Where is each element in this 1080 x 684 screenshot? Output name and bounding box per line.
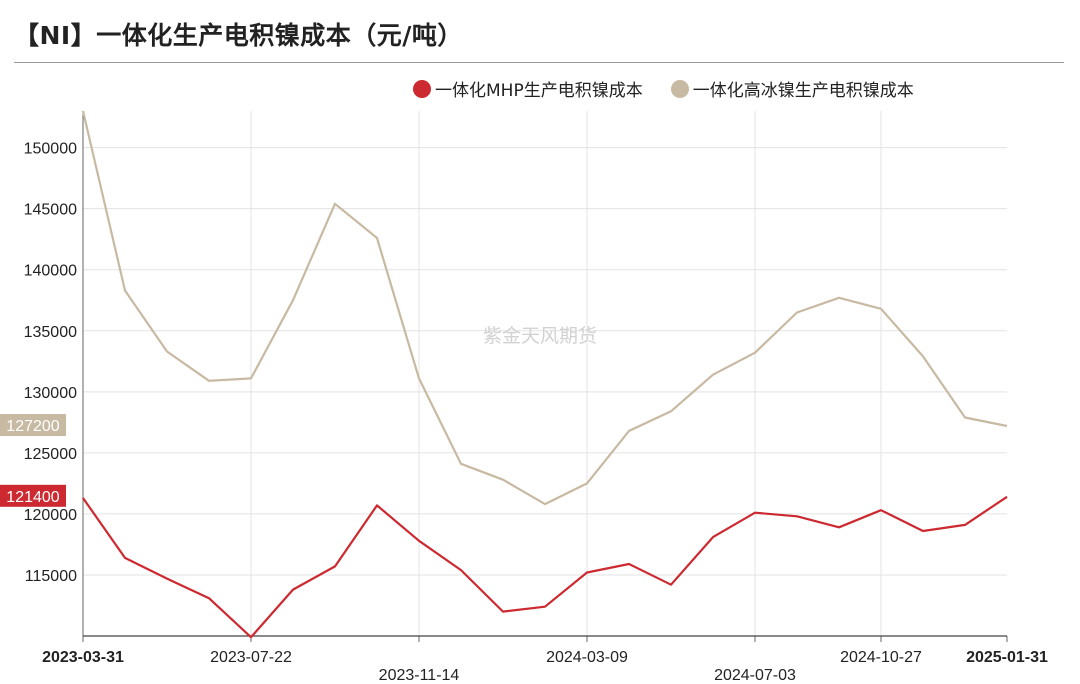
legend-label-matte: 一体化高冰镍生产电积镍成本: [692, 81, 914, 101]
legend-marker-mhp: [413, 79, 431, 98]
last-value-label: 127200: [6, 418, 59, 435]
x-tick-label: 2023-03-31: [42, 649, 124, 666]
x-tick-label: 2023-11-14: [379, 667, 460, 684]
y-tick-label: 150000: [24, 141, 77, 158]
chart-title: 【NI】一体化生产电积镍成本（元/吨）: [14, 21, 463, 50]
last-value-badge: [0, 484, 66, 507]
y-tick-label: 145000: [24, 202, 77, 219]
legend-item-matte[interactable]: 一体化高冰镍生产电积镍成本: [670, 76, 914, 101]
y-tick-label: 140000: [24, 263, 77, 280]
y-tick-label: 125000: [24, 446, 77, 463]
series-line-matte: [81, 110, 1008, 506]
title-divider: [14, 62, 1064, 63]
watermark: 紫金天风期货: [483, 325, 597, 347]
y-tick-label: 115000: [25, 568, 77, 585]
y-tick-label: 135000: [24, 324, 77, 341]
legend: 一体化MHP生产电积镍成本 一体化高冰镍生产电积镍成本: [413, 76, 942, 101]
x-tick-label: 2024-03-09: [546, 649, 628, 666]
y-tick-label: 120000: [24, 507, 77, 524]
y-tick-label: 130000: [24, 385, 77, 402]
series-line-mhp: [82, 495, 1008, 639]
legend-marker-matte: [670, 79, 689, 98]
last-value-label: 121400: [6, 489, 59, 506]
x-tick-label: 2023-07-22: [210, 649, 292, 666]
x-tick-label: 2025-01-31: [966, 649, 1048, 666]
x-tick-label: 2024-10-27: [840, 649, 922, 666]
x-tick-label: 2024-07-03: [714, 667, 796, 684]
last-value-badge: [0, 414, 66, 436]
legend-item-mhp[interactable]: 一体化MHP生产电积镍成本: [413, 76, 643, 101]
legend-label-mhp: 一体化MHP生产电积镍成本: [435, 81, 643, 101]
